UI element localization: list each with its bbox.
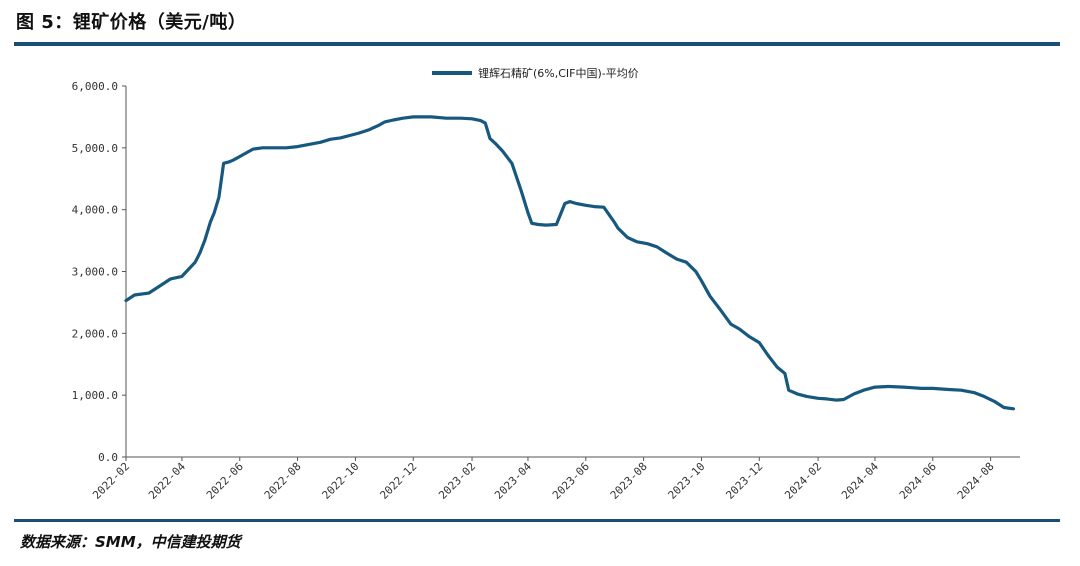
x-tick-label: 2022-02 [90,460,132,502]
x-tick-label: 2024-08 [955,460,997,502]
x-tick-label: 2023-06 [550,460,592,502]
figure-title: 图 5：锂矿价格（美元/吨） [16,12,247,33]
x-tick-label: 2022-06 [204,460,246,502]
top-divider [14,42,1060,46]
x-axis: 2022-02 2022-04 2022-06 2022-08 2022-10 2022-… [90,456,1020,502]
legend: 锂辉石精矿(6%,CIF中国)-平均价 [432,66,639,80]
series-layer [124,115,1016,411]
x-tick-label: 2022-12 [377,460,419,502]
y-tick-label: 2,000.0 [72,327,118,340]
x-tick-label: 2023-12 [723,460,765,502]
x-tick-label: 2022-04 [146,460,188,502]
series-line [124,115,1016,411]
y-tick-label: 6,000.0 [72,80,118,93]
x-tick-label: 2024-04 [839,460,881,502]
x-tick-label: 2024-02 [782,460,824,502]
y-tick-label: 3,000.0 [72,266,118,279]
x-tick-label: 2023-04 [492,460,534,502]
x-tick-label: 2024-06 [897,460,939,502]
x-tick-label: 2023-08 [608,460,650,502]
source-note: 数据来源：SMM，中信建投期货 [20,533,241,551]
y-axis: 0.0 1,000.0 2,000.0 3,000.0 4,000.0 5,000.0 6,… [72,80,127,464]
y-tick-label: 4,000.0 [72,204,118,217]
y-tick-label: 0.0 [98,451,118,464]
x-tick-label: 2023-02 [436,460,478,502]
x-tick-label: 2022-10 [320,460,362,502]
y-tick-label: 1,000.0 [72,389,118,402]
x-tick-label: 2022-08 [262,460,304,502]
bottom-divider [14,519,1060,522]
y-tick-label: 5,000.0 [72,142,118,155]
legend-label: 锂辉石精矿(6%,CIF中国)-平均价 [478,66,639,80]
x-tick-label: 2023-10 [666,460,708,502]
